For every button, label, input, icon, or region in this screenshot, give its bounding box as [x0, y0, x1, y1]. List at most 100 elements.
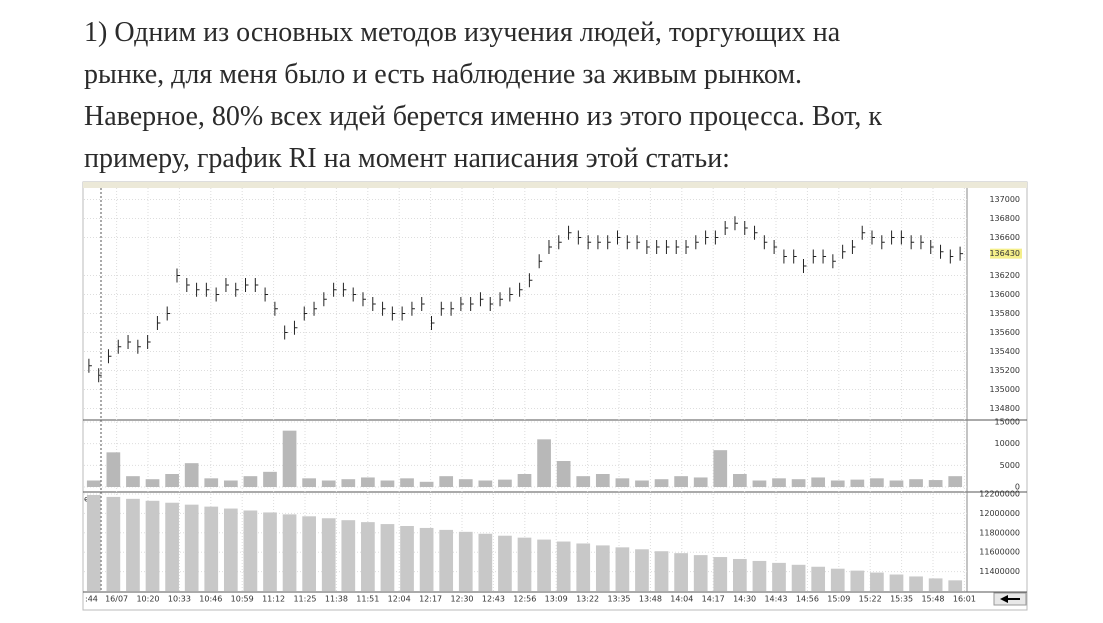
y-tick-label: 135400	[989, 347, 1020, 356]
bar	[811, 566, 826, 591]
bar	[889, 480, 904, 487]
y-tick-label: 12200000	[979, 490, 1020, 499]
toolbar	[83, 182, 1027, 188]
y-tick-label: 135000	[989, 385, 1020, 394]
bar	[243, 510, 258, 591]
bar	[400, 478, 414, 487]
time-label: 12:43	[482, 595, 505, 604]
y-tick-label: 5000	[1000, 461, 1020, 470]
last-price-label: 136430	[989, 249, 1020, 258]
bar	[419, 527, 434, 591]
bar	[263, 471, 277, 487]
bar	[713, 557, 728, 591]
bar	[498, 479, 512, 487]
y-tick-label: 11600000	[979, 548, 1020, 557]
bar	[204, 506, 219, 591]
bar	[361, 522, 375, 591]
bar	[752, 560, 767, 591]
bar	[811, 477, 826, 487]
bar	[615, 547, 630, 591]
y-tick-label: 135800	[989, 309, 1020, 318]
bar	[341, 520, 356, 591]
y-tick-label: 136200	[989, 271, 1020, 280]
time-label: 14:17	[702, 595, 725, 604]
bar	[870, 572, 884, 591]
time-label: 12:56	[513, 595, 536, 604]
bar	[282, 514, 297, 591]
time-label: 13:22	[576, 595, 599, 604]
y-tick-label: 136600	[989, 233, 1020, 242]
bar	[830, 568, 845, 591]
bar	[928, 480, 943, 487]
time-label: 14:43	[764, 595, 787, 604]
bar	[733, 558, 747, 591]
image-frame	[82, 181, 1028, 611]
bar	[361, 477, 375, 487]
y-tick-label: 136800	[989, 214, 1020, 223]
time-label: 14:56	[796, 595, 819, 604]
bar	[537, 439, 551, 487]
bar	[223, 480, 238, 487]
bar	[126, 476, 140, 487]
time-label: 15:22	[859, 595, 882, 604]
bar	[654, 479, 669, 487]
bar	[576, 476, 591, 487]
bar	[204, 478, 219, 487]
time-label: 15:09	[827, 595, 850, 604]
bar	[184, 504, 199, 591]
bar	[380, 524, 395, 591]
time-label: 16/07	[105, 595, 128, 604]
time-label: 10:59	[231, 595, 254, 604]
bar	[263, 512, 277, 591]
bar	[458, 531, 473, 591]
y-tick-label: 137000	[989, 195, 1020, 204]
bar	[693, 555, 708, 591]
bar	[948, 580, 963, 591]
bar	[635, 480, 649, 487]
y-tick-label: 136000	[989, 290, 1020, 299]
bar	[693, 477, 708, 487]
time-label: 15:48	[921, 595, 944, 604]
bar	[635, 549, 649, 591]
y-tick-label: 0	[1015, 483, 1020, 492]
bar	[419, 481, 434, 487]
bar	[106, 452, 121, 487]
bar	[282, 430, 297, 487]
y-tick-label: 134800	[989, 404, 1020, 413]
y-tick-label: 11800000	[979, 528, 1020, 537]
bar	[713, 450, 728, 487]
bar	[654, 551, 669, 591]
bar	[86, 494, 101, 591]
bar	[302, 516, 316, 591]
bar	[791, 479, 806, 487]
bar	[576, 543, 591, 591]
bar	[595, 474, 610, 487]
bar	[86, 480, 101, 487]
time-label: 15:35	[890, 595, 913, 604]
text-line: рынке, для меня было и есть наблюдение з…	[84, 59, 803, 90]
bar	[674, 476, 688, 487]
bar	[243, 476, 258, 487]
time-label: 13:35	[607, 595, 630, 604]
bar	[498, 535, 512, 591]
time-label: 12:04	[388, 595, 411, 604]
y-tick-label: 11400000	[979, 567, 1020, 576]
y-tick-label: 12000000	[979, 509, 1020, 518]
arrow-icon	[1000, 595, 1020, 603]
bar	[302, 478, 316, 487]
time-label: 11:25	[293, 595, 316, 604]
bar	[106, 496, 121, 591]
bar	[517, 474, 532, 487]
bar	[458, 479, 473, 487]
bar	[733, 474, 747, 487]
time-label: 11:12	[262, 595, 285, 604]
bar	[165, 502, 179, 591]
bar	[439, 529, 454, 591]
time-label: 13:48	[639, 595, 662, 604]
bar	[537, 539, 551, 591]
time-label: 10:33	[168, 595, 191, 604]
bar	[321, 518, 336, 591]
time-label: :44	[85, 595, 98, 604]
paragraph: 1) Одним из основных методов изучения лю…	[84, 12, 882, 180]
bar	[870, 478, 884, 487]
